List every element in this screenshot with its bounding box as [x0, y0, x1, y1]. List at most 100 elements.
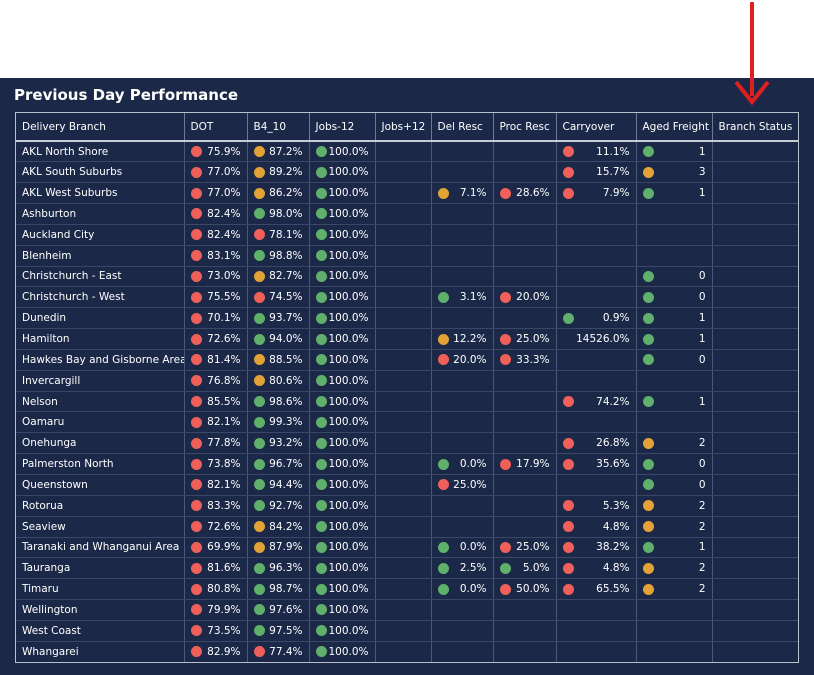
green-status-dot-icon	[315, 604, 327, 616]
aged-freight-cell	[636, 411, 713, 434]
column-header-del-resc[interactable]: Del Resc	[431, 113, 494, 142]
del-resc-cell: 12.2%	[431, 328, 494, 350]
cell-content: 25.0%	[437, 479, 487, 491]
cell-content: 84.2%	[253, 521, 303, 533]
column-header-proc-resc[interactable]: Proc Resc	[493, 113, 557, 142]
branch-status-cell	[712, 641, 798, 662]
jobs-plus-12-cell	[375, 620, 432, 642]
cell-value: 17.9%	[516, 458, 550, 471]
jobs-minus-12-cell: 100.0%	[309, 453, 376, 475]
column-header-jobs-plus-12[interactable]: Jobs+12	[375, 113, 432, 142]
column-header-branch-status[interactable]: Branch Status	[712, 113, 798, 142]
carryover-cell	[556, 224, 637, 246]
cell-content: 100.0%	[315, 437, 369, 449]
aged-freight-cell: 0	[636, 349, 713, 371]
del-resc-cell	[431, 411, 494, 434]
proc-resc-cell	[493, 161, 557, 184]
cell-value: 83.1%	[207, 249, 241, 262]
jobs-plus-12-cell	[375, 328, 432, 350]
cell-content: 100.0%	[315, 583, 369, 596]
branch-name-cell: Oamaru	[16, 411, 185, 434]
branch-name-cell: Ashburton	[16, 203, 185, 225]
del-resc-cell: 20.0%	[431, 349, 494, 371]
cell-value: 100.0%	[328, 187, 369, 200]
cell-content: 1	[642, 187, 706, 199]
branch-name-cell: Hawkes Bay and Gisborne Area	[16, 349, 185, 371]
column-header-delivery-branch[interactable]: Delivery Branch	[16, 113, 185, 142]
aged-freight-cell: 0	[636, 474, 713, 496]
performance-table-container[interactable]: Delivery Branch DOT B4_10 Jobs-12 Jobs+1…	[15, 112, 799, 663]
red-status-dot-icon	[190, 166, 202, 178]
b4-10-cell: 93.7%	[247, 307, 310, 330]
aged-freight-cell: 3	[636, 161, 713, 184]
amber-status-dot-icon	[253, 187, 265, 199]
red-status-dot-icon	[190, 583, 202, 595]
red-status-dot-icon	[499, 187, 511, 199]
carryover-cell	[556, 245, 637, 267]
cell-value: 2	[698, 562, 706, 575]
del-resc-cell	[431, 620, 494, 642]
cell-value: 96.3%	[269, 562, 303, 575]
cell-value: 96.7%	[269, 458, 303, 471]
column-header-aged-freight[interactable]: Aged Freight	[636, 113, 713, 142]
aged-freight-cell: 1	[636, 141, 713, 163]
cell-value: 80.6%	[269, 374, 303, 387]
column-header-jobs-minus-12[interactable]: Jobs-12	[309, 113, 376, 142]
branch-name-cell: Seaview	[16, 516, 185, 538]
cell-content: 3.1%	[437, 291, 487, 303]
green-status-dot-icon	[642, 458, 654, 470]
amber-status-dot-icon	[642, 500, 654, 512]
jobs-plus-12-cell	[375, 411, 432, 434]
dot-cell: 82.4%	[184, 224, 248, 246]
jobs-plus-12-cell	[375, 578, 432, 601]
cell-value: 2	[698, 499, 706, 512]
table-row: AKL North Shore 75.9% 87.2% 100.0% 11.1% 1	[16, 141, 798, 163]
b4-10-cell: 92.7%	[247, 495, 310, 517]
cell-value: 38.2%	[596, 541, 630, 554]
cell-content: 78.1%	[253, 229, 303, 241]
jobs-plus-12-cell	[375, 599, 432, 621]
column-header-dot[interactable]: DOT	[184, 113, 248, 142]
branch-name-cell: Christchurch - East	[16, 266, 185, 288]
red-status-dot-icon	[190, 646, 202, 658]
red-status-dot-icon	[190, 270, 202, 282]
branch-name-cell: Hamilton	[16, 328, 185, 350]
cell-content: 11.1%	[562, 146, 630, 158]
green-status-dot-icon	[315, 437, 327, 449]
table-row: Wellington 79.9% 97.6% 100.0%	[16, 599, 798, 621]
cell-value: 80.8%	[207, 583, 241, 596]
column-header-carryover[interactable]: Carryover	[556, 113, 637, 142]
red-status-dot-icon	[562, 437, 574, 449]
carryover-cell	[556, 641, 637, 662]
column-header-b4-10[interactable]: B4_10	[247, 113, 310, 142]
cell-value: 81.4%	[207, 353, 241, 366]
branch-status-cell	[712, 266, 798, 288]
green-status-dot-icon	[253, 396, 265, 408]
proc-resc-cell	[493, 391, 557, 413]
cell-value: 100.0%	[328, 583, 369, 596]
red-status-dot-icon	[253, 229, 265, 241]
del-resc-cell	[431, 516, 494, 538]
carryover-cell	[556, 599, 637, 621]
cell-value: 14526.0%	[576, 333, 630, 346]
table-row: Timaru 80.8% 98.7% 100.0% 0.0% 50.0% 65.5% 2	[16, 578, 798, 601]
jobs-plus-12-cell	[375, 224, 432, 246]
cell-content: 87.9%	[253, 541, 303, 553]
red-status-dot-icon	[253, 646, 265, 658]
cell-content: 83.3%	[190, 500, 241, 512]
carryover-cell: 7.9%	[556, 182, 637, 205]
green-status-dot-icon	[253, 625, 265, 637]
cell-content: 82.9%	[190, 646, 241, 658]
branch-status-cell	[712, 161, 798, 184]
cell-value: 35.6%	[596, 458, 630, 471]
branch-status-cell	[712, 578, 798, 601]
table-row: AKL West Suburbs 77.0% 86.2% 100.0% 7.1% 28.6…	[16, 182, 798, 205]
cell-content: 65.5%	[562, 583, 630, 595]
carryover-cell	[556, 349, 637, 371]
red-status-dot-icon	[562, 541, 574, 553]
table-row: Palmerston North 73.8% 96.7% 100.0% 0.0% 17.9…	[16, 453, 798, 475]
cell-value: 0.0%	[459, 458, 487, 471]
green-status-dot-icon	[315, 187, 327, 199]
carryover-cell: 15.7%	[556, 161, 637, 184]
red-status-dot-icon	[190, 416, 202, 428]
